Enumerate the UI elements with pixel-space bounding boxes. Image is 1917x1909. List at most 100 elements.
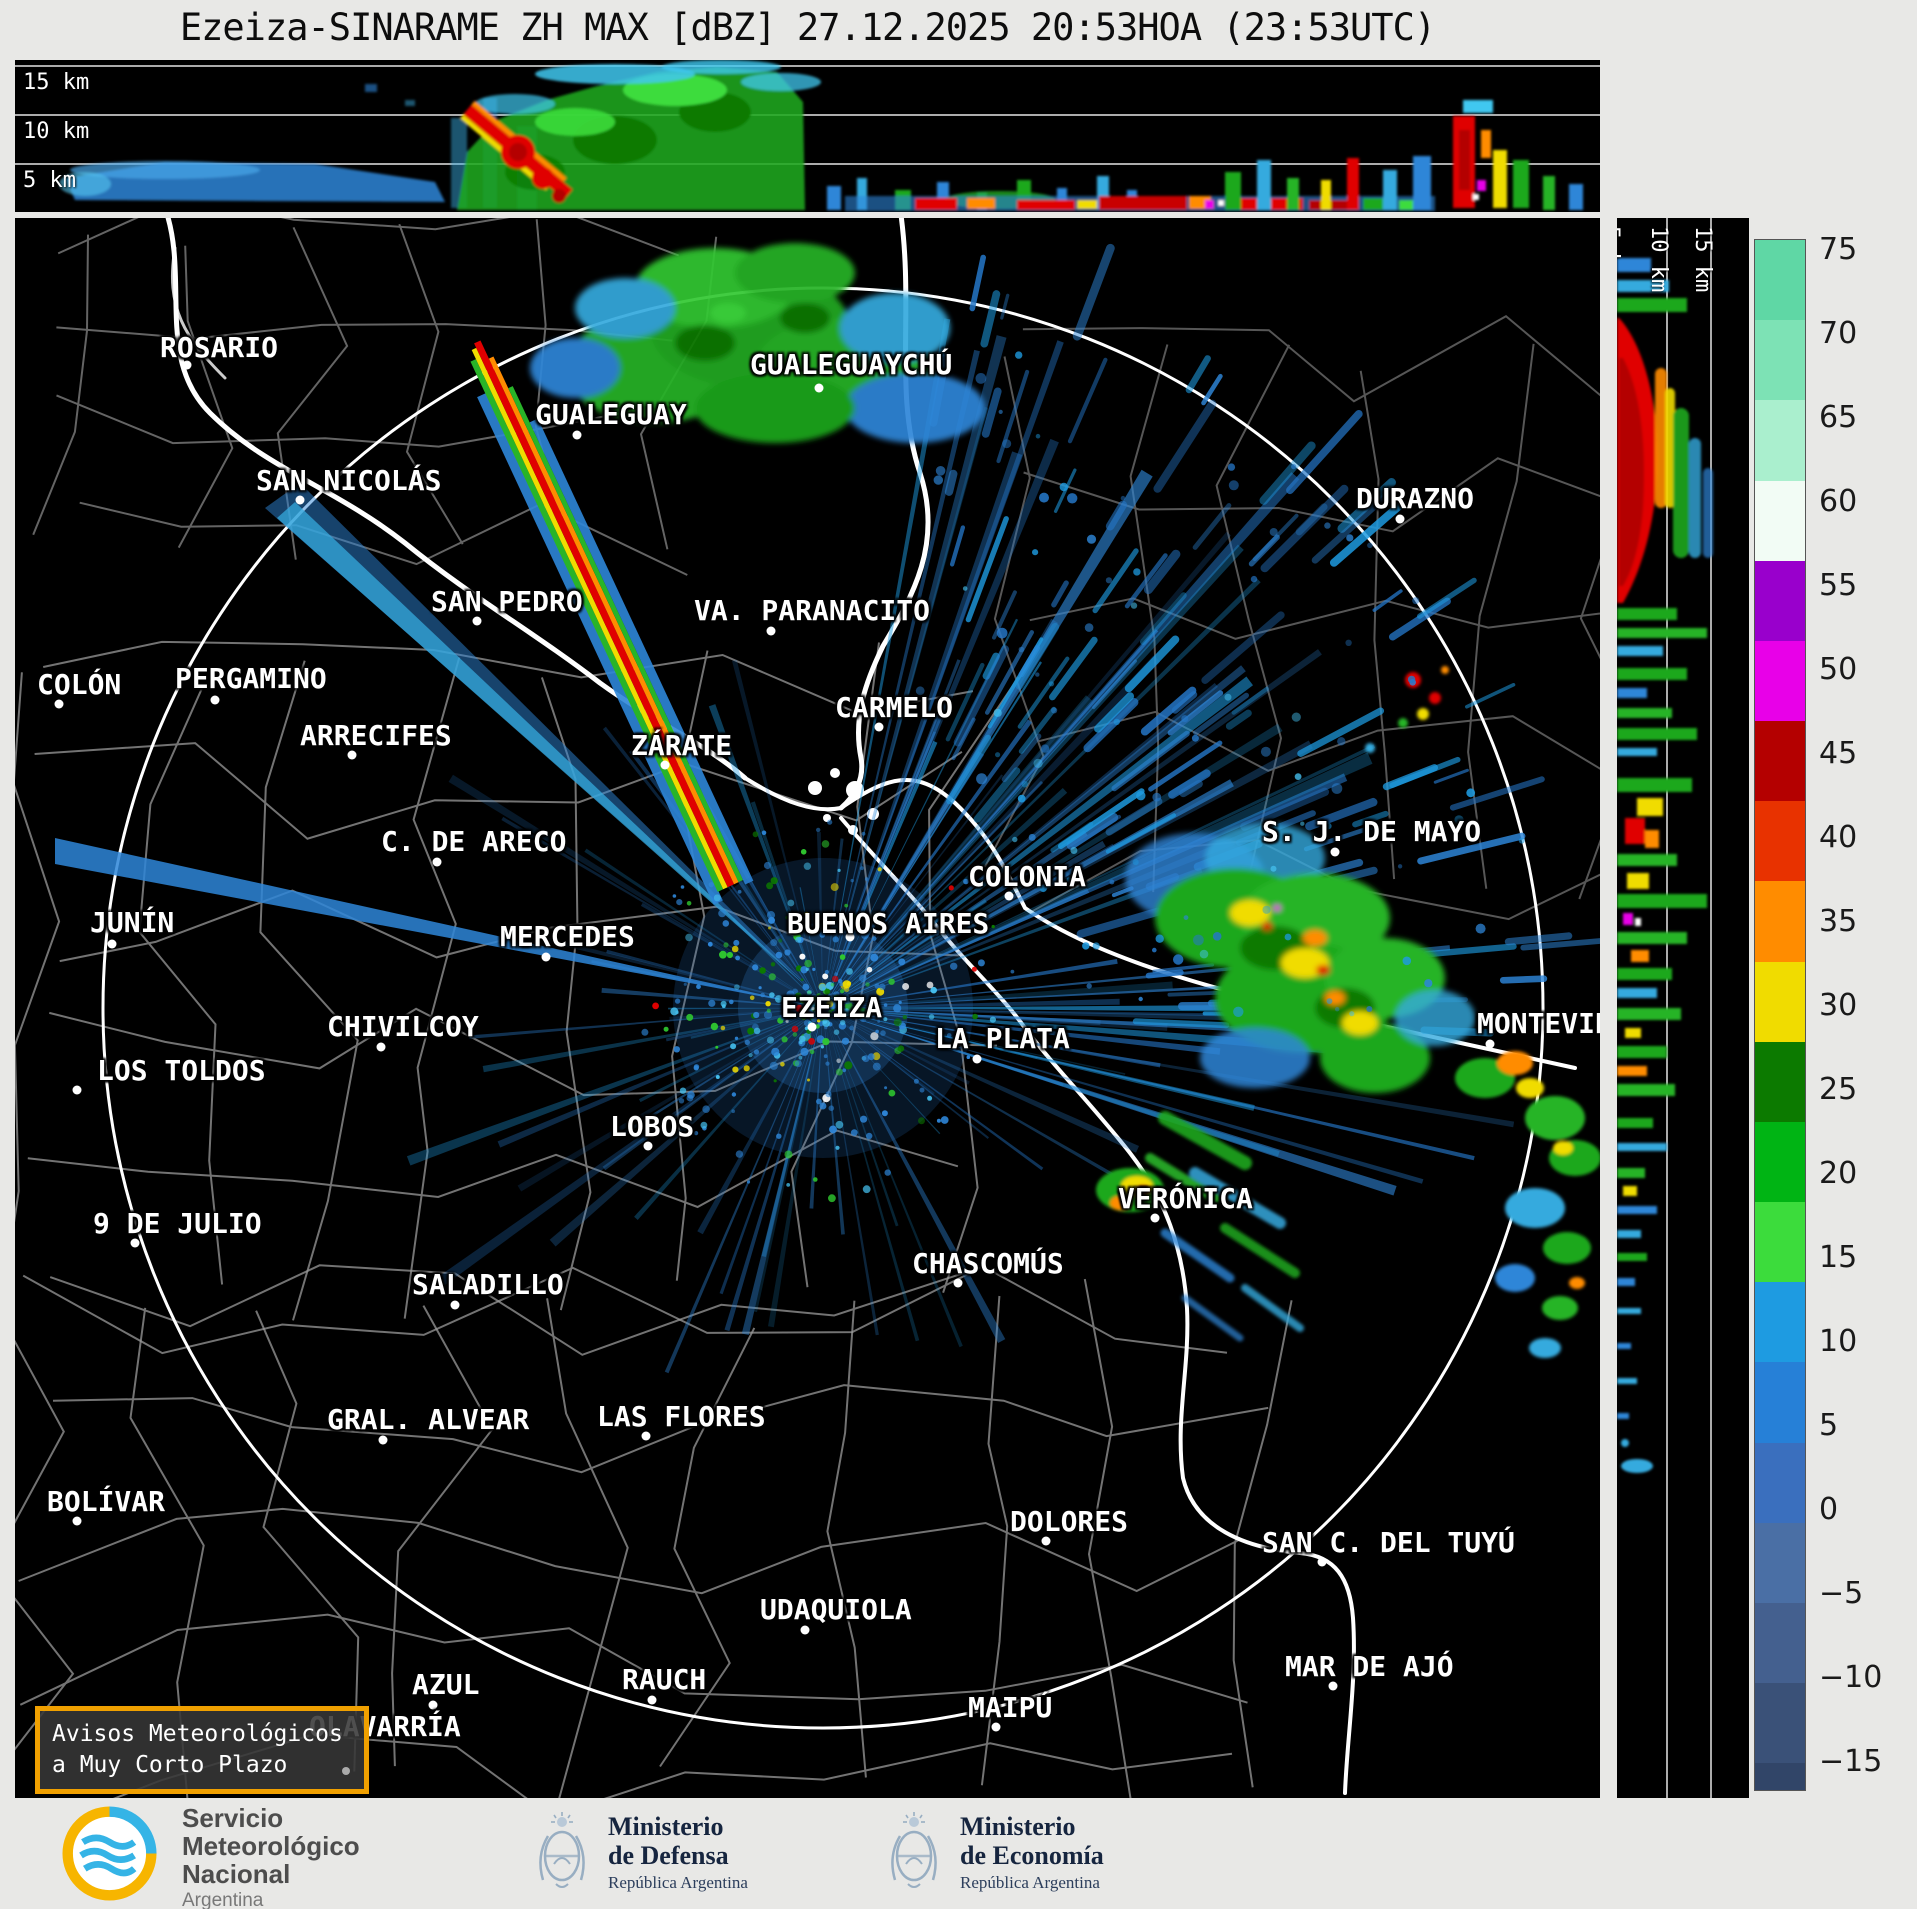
city-dot — [845, 932, 855, 942]
city-label: BOLÍVAR — [47, 1485, 166, 1518]
colorbar-tick: −15 — [1819, 1744, 1883, 1779]
right-cross-section-panel: 5 km 10 km 15 km — [1617, 218, 1749, 1798]
colorbar-segment — [1755, 1362, 1805, 1443]
ministerio-economia-logo: Ministerio de Economía República Argenti… — [882, 1810, 1104, 1894]
city-dot — [800, 1625, 810, 1635]
city-label: PERGAMINO — [175, 662, 327, 695]
city-dot — [953, 1278, 963, 1288]
city-label: ARRECIFES — [300, 719, 452, 752]
top-cross-section-echoes — [15, 60, 1600, 211]
city-label: JUNÍN — [90, 906, 175, 939]
colorbar-segment — [1755, 480, 1805, 561]
ministerio-defensa-logo: Ministerio de Defensa República Argentin… — [530, 1810, 748, 1894]
city-label: DOLORES — [1010, 1505, 1129, 1538]
colorbar-segment — [1755, 1041, 1805, 1122]
colorbar-segment — [1755, 1763, 1805, 1790]
right-cross-section-echoes — [1617, 218, 1713, 1798]
city-label: UDAQUIOLA — [760, 1593, 912, 1626]
city-label: GUALEGUAYCHÚ — [750, 348, 953, 381]
colorbar-segment — [1755, 1683, 1805, 1764]
colorbar-tick: 10 — [1819, 1324, 1858, 1359]
city-label: MAIPÚ — [968, 1691, 1053, 1724]
city-dot — [1041, 1536, 1051, 1546]
height-label-10km-v: 10 km — [1646, 226, 1671, 293]
city-dot — [647, 1695, 657, 1705]
warning-line-1: Avisos Meteorológicos — [52, 1721, 343, 1747]
colorbar-segment — [1755, 1442, 1805, 1523]
city-label: AZUL — [412, 1668, 480, 1701]
city-label: MAR DE AJÓ — [1285, 1650, 1454, 1683]
city-label: CHIVILCOY — [327, 1010, 479, 1043]
colorbar-tick: 40 — [1819, 820, 1858, 855]
coat-of-arms-icon — [891, 1812, 937, 1888]
city-label: S. J. DE MAYO — [1262, 815, 1482, 848]
warning-banner: Avisos Meteorológicos a Muy Corto Plazo — [35, 1706, 369, 1795]
city-label: BUENOS AIRES — [787, 907, 990, 940]
colorbar-segment — [1755, 240, 1805, 321]
city-dot — [991, 1722, 1001, 1732]
city-dot — [428, 1700, 438, 1710]
city-label: LOS TOLDOS — [97, 1054, 266, 1087]
warning-line-2: a Muy Corto Plazo — [52, 1752, 288, 1779]
city-dot — [376, 1042, 386, 1052]
footer: Servicio Meteorológico Nacional Argentin… — [0, 1798, 1917, 1909]
city-dot — [378, 1435, 388, 1445]
city-dot — [874, 722, 884, 732]
city-dot — [572, 430, 582, 440]
city-dot — [972, 1054, 982, 1064]
city-dot — [1328, 1681, 1338, 1691]
colorbar-tick: 0 — [1819, 1492, 1839, 1527]
city-label: GUALEGUAY — [535, 398, 687, 431]
colorbar-segment — [1755, 1282, 1805, 1363]
city-dot — [541, 952, 551, 962]
city-label: SALADILLO — [412, 1268, 564, 1301]
city-label: C. DE ARECO — [381, 825, 567, 858]
city-label: LAS FLORES — [597, 1400, 766, 1433]
city-markers-layer: ROSARIO GUALEGUAYCHÚ GUALEGUAY SAN NICOL… — [15, 218, 1600, 1798]
colorbar-segment — [1755, 1522, 1805, 1603]
smn-logo — [62, 1806, 157, 1905]
city-dot — [210, 695, 220, 705]
city-dot — [807, 1022, 817, 1032]
city-dot — [72, 1085, 82, 1095]
city-dot — [1330, 847, 1340, 857]
top-cross-section-panel: 15 km 10 km 5 km — [15, 60, 1600, 212]
city-dot — [107, 939, 117, 949]
city-dot — [660, 760, 670, 770]
city-label: MONTEVIDEO — [1477, 1007, 1600, 1040]
city-label: LA PLATA — [935, 1022, 1070, 1055]
height-label-15km-v: 15 km — [1690, 226, 1715, 293]
colorbar-tick: 60 — [1819, 484, 1858, 519]
colorbar-segment — [1755, 801, 1805, 882]
precipitation-echoes — [55, 243, 1600, 1358]
city-dot — [814, 383, 824, 393]
colorbar-segment — [1755, 560, 1805, 641]
city-label: COLÓN — [37, 668, 122, 701]
colorbar-tick: −5 — [1819, 1576, 1864, 1611]
city-dot — [1395, 514, 1405, 524]
colorbar-tick: 65 — [1819, 400, 1858, 435]
colorbar-tick: 15 — [1819, 1240, 1858, 1275]
colorbar-segment — [1755, 1602, 1805, 1684]
city-label: COLONIA — [968, 860, 1087, 893]
city-label: CARMELO — [835, 691, 954, 724]
city-label: RAUCH — [622, 1663, 707, 1696]
interference-beams — [55, 340, 823, 1008]
city-label: VERÓNICA — [1118, 1182, 1253, 1215]
city-dot — [182, 360, 192, 370]
colorbar-segment — [1755, 1121, 1805, 1203]
radar-map-graphics — [15, 218, 1600, 1798]
city-label: GRAL. ALVEAR — [327, 1403, 530, 1436]
city-label: LOBOS — [610, 1110, 695, 1143]
reflectivity-colorbar: 75 70 65 60 55 50 45 40 35 30 25 20 15 10 5 0 −5 −10 −15 — [1754, 233, 1915, 1791]
city-dot — [72, 1516, 82, 1526]
city-label: ROSARIO — [160, 331, 279, 364]
height-label-5km-v: 5 km — [1617, 226, 1623, 279]
city-dot — [54, 699, 64, 709]
colorbar-tick: 55 — [1819, 568, 1858, 603]
height-label-5km: 5 km — [23, 168, 76, 193]
colorbar-tick: 75 — [1819, 232, 1858, 267]
city-dot — [472, 616, 482, 626]
radar-map: ROSARIO GUALEGUAYCHÚ GUALEGUAY SAN NICOL… — [15, 218, 1600, 1798]
